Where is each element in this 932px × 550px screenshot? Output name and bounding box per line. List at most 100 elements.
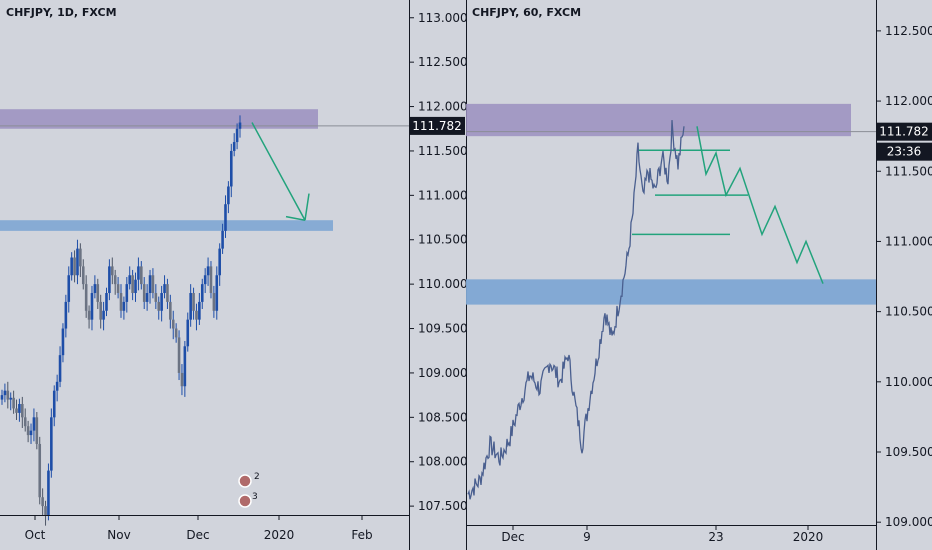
candle-body — [122, 301, 126, 311]
arrow-shaft — [251, 122, 306, 221]
left-y-tick-label: 107.500 — [418, 499, 468, 513]
candle-body — [189, 293, 192, 320]
left-price-axis[interactable]: 113.000 112.500 112.000 111.500 111.000 110.5… — [409, 0, 468, 550]
candle-body — [9, 397, 13, 400]
candle-body — [200, 284, 204, 302]
candle-body — [134, 279, 137, 294]
left-x-tick-label: Dec — [186, 528, 209, 542]
candle-body — [12, 397, 15, 409]
candle-body — [212, 293, 216, 311]
candle-body — [195, 310, 198, 320]
candle-body — [99, 301, 102, 320]
left-last-price-label-bg — [410, 116, 465, 135]
event-badge-count: 3 — [252, 492, 258, 502]
left-y-tick-label: 109.000 — [418, 366, 468, 380]
left-time-axis[interactable]: Oct Nov Dec 2020 Feb — [0, 515, 409, 542]
candle-body — [154, 293, 158, 302]
candle-body — [137, 266, 140, 280]
candle-body — [224, 204, 227, 231]
right-price-series — [467, 120, 685, 500]
candle-body — [18, 404, 21, 413]
candle-body — [128, 275, 132, 285]
candle-body — [157, 301, 161, 311]
left-x-tick-label: Feb — [351, 528, 372, 542]
right-y-tick-label: 111.000 — [885, 234, 932, 248]
left-candles — [0, 115, 242, 526]
left-x-tick-label: 2020 — [264, 528, 295, 542]
right-resistance-zone[interactable] — [466, 103, 851, 137]
candle-body — [21, 404, 24, 418]
right-y-tick-label: 111.500 — [885, 164, 932, 178]
candle-body — [50, 417, 53, 471]
left-x-tick-label: Nov — [107, 528, 130, 542]
candle-body — [96, 284, 100, 302]
arrow-head-left — [285, 215, 306, 221]
right-price-axis[interactable]: 112.500 112.000 111.500 111.000 110.500 110.0… — [876, 0, 932, 550]
right-x-tick-label: 23 — [708, 530, 723, 544]
candle-body — [90, 293, 94, 320]
right-last-price-label-bg — [877, 122, 932, 141]
right-plot-background — [466, 0, 876, 525]
candle-body — [113, 275, 117, 285]
candle-body — [171, 319, 175, 329]
candle-body — [177, 337, 181, 373]
right-y-tick-label: 112.000 — [885, 94, 932, 108]
left-y-tick-label: 111.500 — [418, 144, 468, 158]
right-support-zone[interactable] — [466, 279, 876, 305]
candle-body — [142, 284, 146, 302]
left-event-badge-2[interactable]: 3 — [238, 492, 258, 508]
candle-body — [192, 293, 195, 311]
right-y-tick-label: 110.000 — [885, 375, 932, 389]
left-y-tick-label: 108.500 — [418, 410, 468, 424]
candle-body — [203, 275, 207, 285]
candle-body — [110, 266, 114, 276]
right-chart-panel[interactable]: CHFJPY, 60, FXCM — [466, 0, 876, 550]
candle-body — [131, 275, 134, 294]
candle-body — [6, 390, 10, 400]
right-y-tick-label: 110.500 — [885, 305, 932, 319]
candle-body — [35, 417, 39, 444]
left-event-badge-1[interactable]: 2 — [238, 472, 260, 488]
right-countdown-label: 23:36 — [887, 145, 922, 159]
candle-body — [44, 506, 47, 515]
candle-body — [79, 248, 82, 267]
candle-body — [125, 284, 129, 302]
left-projection-arrow[interactable] — [251, 122, 310, 221]
candle-body — [105, 293, 108, 311]
candle-body — [198, 301, 201, 320]
candle-body — [41, 497, 44, 507]
candle-body — [73, 257, 76, 276]
candle-body — [148, 275, 152, 294]
left-y-tick-label: 109.500 — [418, 322, 468, 336]
candle-body — [238, 122, 242, 129]
candle-body — [218, 248, 221, 276]
left-chart-panel[interactable]: CHFJPY, 1D, FXCM 2 3 — [0, 0, 409, 526]
left-resistance-zone[interactable] — [0, 109, 318, 129]
candle-body — [140, 266, 143, 285]
candle-body — [227, 186, 230, 205]
left-support-zone[interactable] — [0, 220, 333, 231]
candle-body — [119, 293, 123, 311]
right-x-tick-label: Dec — [501, 530, 524, 544]
right-y-tick-label: 112.500 — [885, 24, 932, 38]
candle-body — [52, 390, 56, 418]
right-chart-title: CHFJPY, 60, FXCM — [472, 6, 581, 19]
right-y-tick-label: 109.000 — [885, 515, 932, 529]
candle-body — [229, 150, 233, 187]
candle-body — [93, 284, 97, 294]
right-projection-path[interactable] — [696, 126, 824, 284]
left-y-tick-label: 110.500 — [418, 233, 468, 247]
left-y-tick-label: 111.000 — [418, 188, 468, 202]
candle-body — [61, 328, 65, 356]
arrow-head-right — [304, 193, 310, 221]
right-horizontal-levels[interactable] — [632, 149, 748, 236]
candle-body — [15, 408, 18, 413]
candle-body — [160, 293, 163, 311]
left-y-tick-label: 110.000 — [418, 277, 468, 291]
candle-body — [221, 230, 224, 249]
candle-body — [47, 470, 50, 515]
right-time-axis[interactable]: Dec 9 23 2020 — [466, 525, 876, 544]
right-x-tick-label: 2020 — [793, 530, 824, 544]
candle-body — [58, 355, 62, 382]
